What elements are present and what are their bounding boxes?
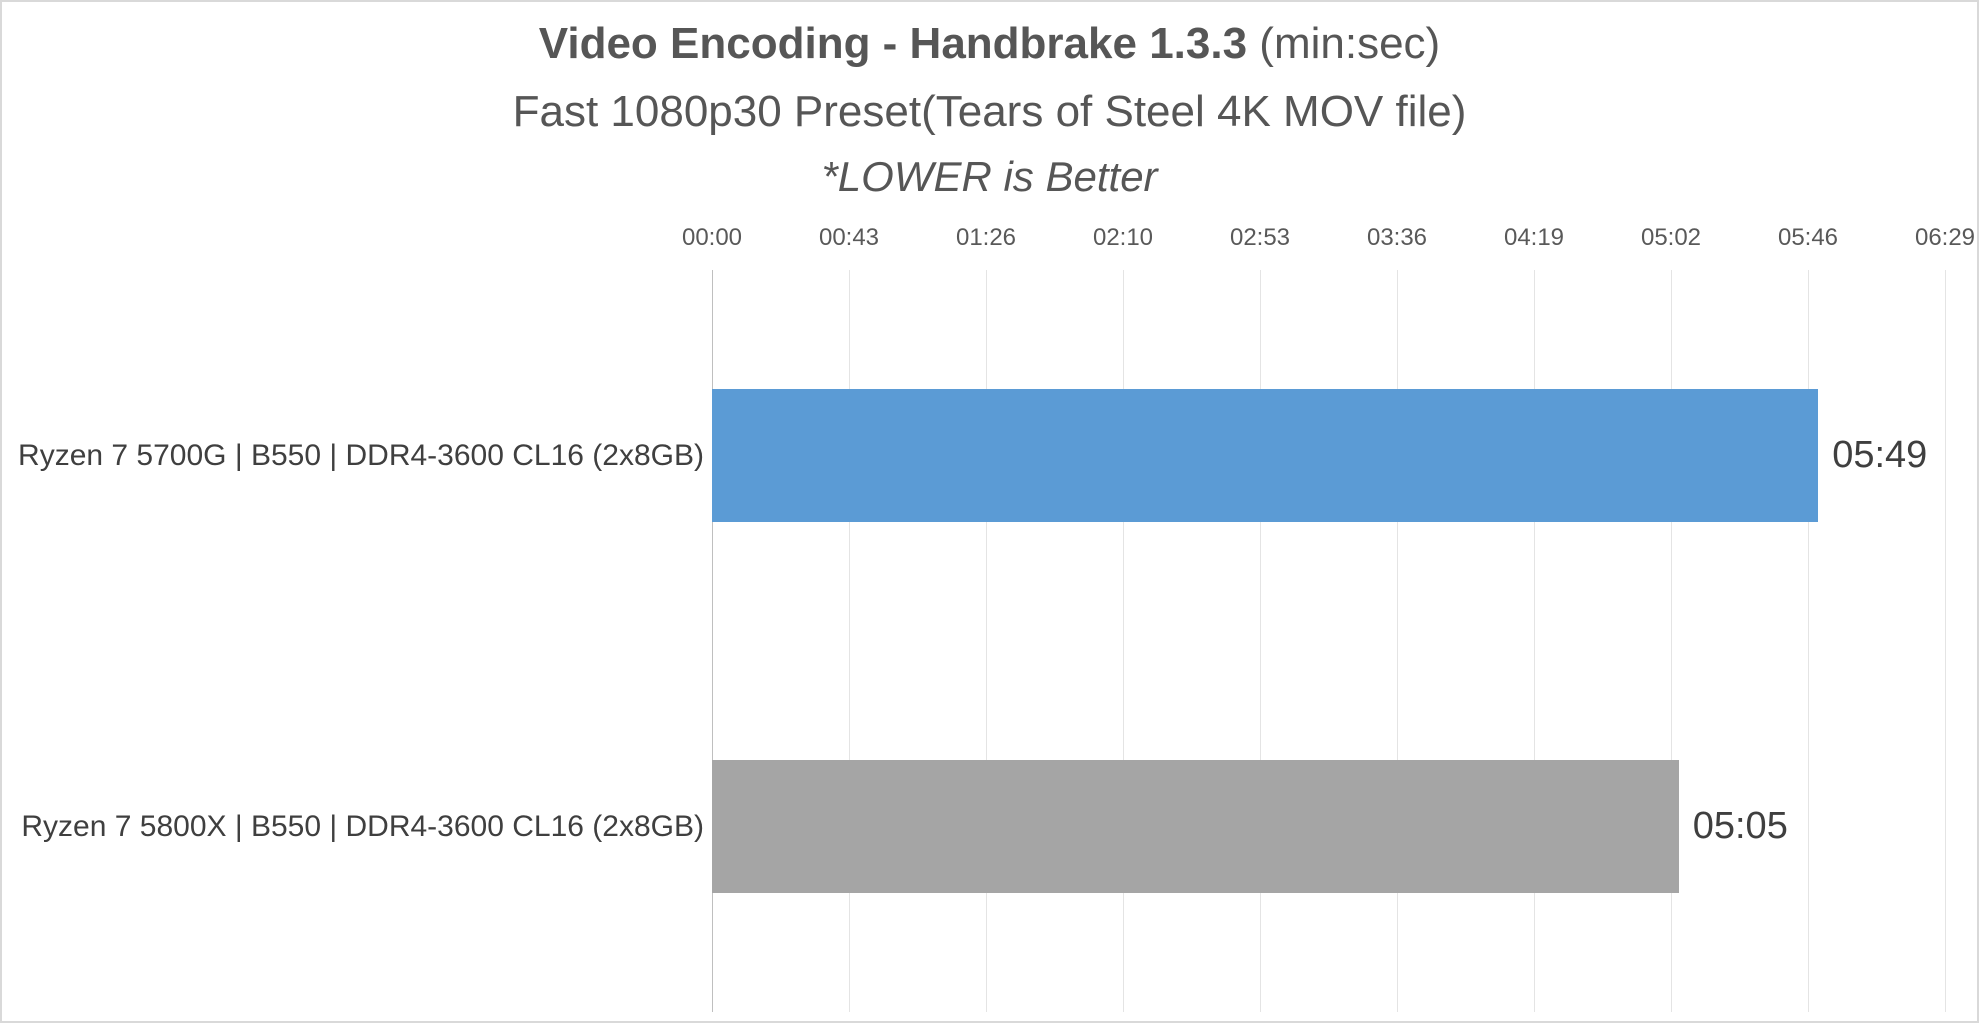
chart-subtitle: Fast 1080p30 Preset(Tears of Steel 4K MO…: [512, 87, 1467, 136]
x-axis-tick-label: 02:53: [1229, 224, 1291, 251]
x-axis-tick-label: 04:19: [1503, 224, 1565, 251]
chart-title-main: Video Encoding - Handbrake 1.3.3: [538, 19, 1248, 68]
gridline: [849, 270, 850, 1012]
gridline: [1671, 270, 1672, 1012]
x-axis-tick-label: 06:29: [1914, 224, 1976, 251]
x-axis-tick-label: 01:26: [955, 224, 1017, 251]
bar-row: 05:05: [712, 760, 1945, 893]
gridline: [1397, 270, 1398, 1012]
x-axis-tick-label: 00:00: [681, 224, 743, 251]
bar-05:49: [712, 389, 1819, 522]
bar-value-label: 05:05: [1692, 805, 1788, 847]
x-axis-tick-label: 02:10: [1092, 224, 1154, 251]
bar-05:05: [712, 760, 1679, 893]
bar-row: 05:49: [712, 389, 1945, 522]
x-axis-tick-label: 05:46: [1777, 224, 1839, 251]
gridline: [1260, 270, 1261, 1012]
category-label: Ryzen 7 5800X | B550 | DDR4-3600 CL16 (2…: [21, 809, 704, 843]
gridline: [1534, 270, 1535, 1012]
value-axis-line: [712, 270, 713, 1012]
gridline: [986, 270, 987, 1012]
x-axis-tick-label: 03:36: [1366, 224, 1428, 251]
plot-area: [712, 270, 1946, 1012]
chart-title-units: (min:sec): [1247, 19, 1441, 68]
bar-value-label: 05:49: [1832, 434, 1928, 476]
x-axis-tick-label: 00:43: [818, 224, 880, 251]
chart-title: Video Encoding - Handbrake 1.3.3 (min:se…: [2, 14, 1977, 74]
gridline: [1123, 270, 1124, 1012]
x-axis-tick-label: 05:02: [1640, 224, 1702, 251]
chart-note-lower-is-better: *LOWER is Better: [821, 153, 1158, 200]
gridline: [1808, 270, 1809, 1012]
category-label: Ryzen 7 5700G | B550 | DDR4-3600 CL16 (2…: [18, 438, 704, 472]
gridline: [1945, 270, 1946, 1012]
